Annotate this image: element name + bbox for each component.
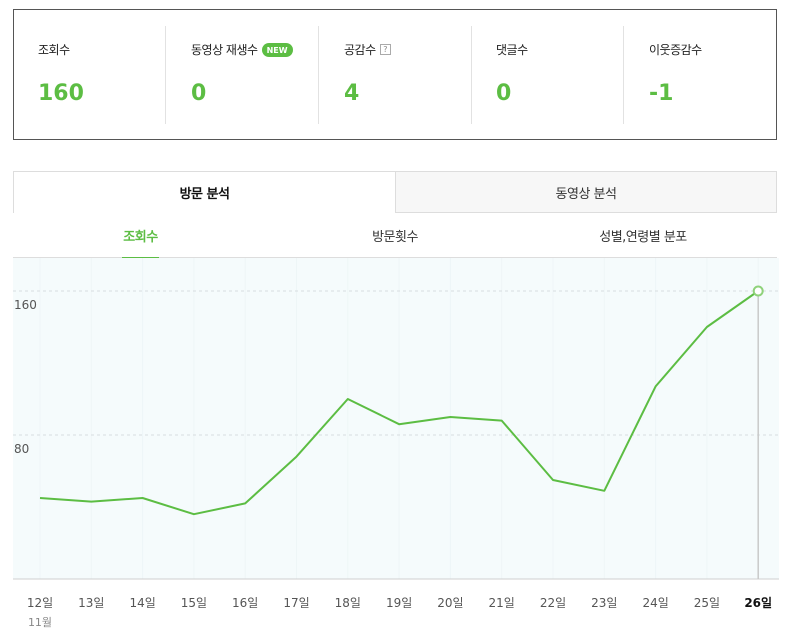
stat-value: -1 xyxy=(649,81,674,106)
x-tick-label: 16일 xyxy=(232,596,258,610)
stat-views: 조회수 160 xyxy=(14,26,166,124)
stats-summary-box: 조회수 160 동영상 재생수 NEW 0 공감수 ? 4 댓글수 0 이웃증감… xyxy=(13,9,777,140)
x-tick-label: 23일 xyxy=(591,596,617,610)
x-tick-label: 24일 xyxy=(642,596,668,610)
sub-tabs: 조회수 방문횟수 성별,연령별 분포 xyxy=(13,213,777,259)
x-tick-label: 26일 xyxy=(744,596,772,610)
x-tick-label: 21일 xyxy=(489,596,515,610)
x-tick-label: 13일 xyxy=(78,596,104,610)
x-tick-label: 12일 xyxy=(27,596,53,610)
stat-label: 공감수 ? xyxy=(344,41,391,58)
stat-value: 160 xyxy=(38,81,84,106)
stat-label-text: 댓글수 xyxy=(496,43,528,57)
stat-label-text: 공감수 xyxy=(344,43,376,57)
x-tick-label: 18일 xyxy=(335,596,361,610)
stat-likes: 공감수 ? 4 xyxy=(320,26,472,124)
stat-label: 이웃증감수 xyxy=(649,41,702,58)
stat-value: 4 xyxy=(344,81,360,106)
subtab-gender-age[interactable]: 성별,연령별 분포 xyxy=(599,230,687,245)
stat-label-text: 이웃증감수 xyxy=(649,43,702,57)
stat-label: 댓글수 xyxy=(496,41,528,58)
main-tabs: 방문 분석 동영상 분석 xyxy=(13,171,777,213)
stat-neighbor-change: 이웃증감수 -1 xyxy=(625,26,777,124)
new-badge: NEW xyxy=(261,42,293,57)
stat-label-text: 동영상 재생수 xyxy=(191,43,258,57)
chart-background xyxy=(13,258,779,579)
tab-video-analysis[interactable]: 동영상 분석 xyxy=(395,171,777,213)
stat-video-plays: 동영상 재생수 NEW 0 xyxy=(167,26,319,124)
tab-visit-analysis[interactable]: 방문 분석 xyxy=(13,171,395,213)
y-tick-label: 160 xyxy=(14,298,37,312)
stat-comments: 댓글수 0 xyxy=(472,26,624,124)
stat-label-text: 조회수 xyxy=(38,43,70,57)
x-tick-label: 17일 xyxy=(283,596,309,610)
x-tick-label: 19일 xyxy=(386,596,412,610)
x-tick-label: 25일 xyxy=(694,596,720,610)
data-point-marker xyxy=(752,285,764,297)
line-chart: 80 160 12일 13일 14일 15일 16일 17일 18일 19일 20일 21일 22일 23… xyxy=(13,258,779,629)
stat-value: 0 xyxy=(191,81,207,106)
views-chart: 80 160 12일 13일 14일 15일 16일 17일 18일 19일 20일 21일 22일 23… xyxy=(13,258,779,639)
stat-label: 조회수 xyxy=(38,41,70,58)
y-tick-label: 80 xyxy=(14,442,29,456)
stat-value: 0 xyxy=(496,81,512,106)
subtab-views[interactable]: 조회수 xyxy=(122,213,159,259)
x-tick-label: 15일 xyxy=(181,596,207,610)
x-tick-label: 22일 xyxy=(540,596,566,610)
x-tick-label: 20일 xyxy=(437,596,463,610)
stat-label: 동영상 재생수 NEW xyxy=(191,41,293,58)
month-label: 11월 xyxy=(28,616,52,629)
subtab-visit-count[interactable]: 방문횟수 xyxy=(372,230,418,245)
series-line xyxy=(39,290,759,516)
x-tick-label: 14일 xyxy=(129,596,155,610)
help-icon[interactable]: ? xyxy=(379,44,391,55)
